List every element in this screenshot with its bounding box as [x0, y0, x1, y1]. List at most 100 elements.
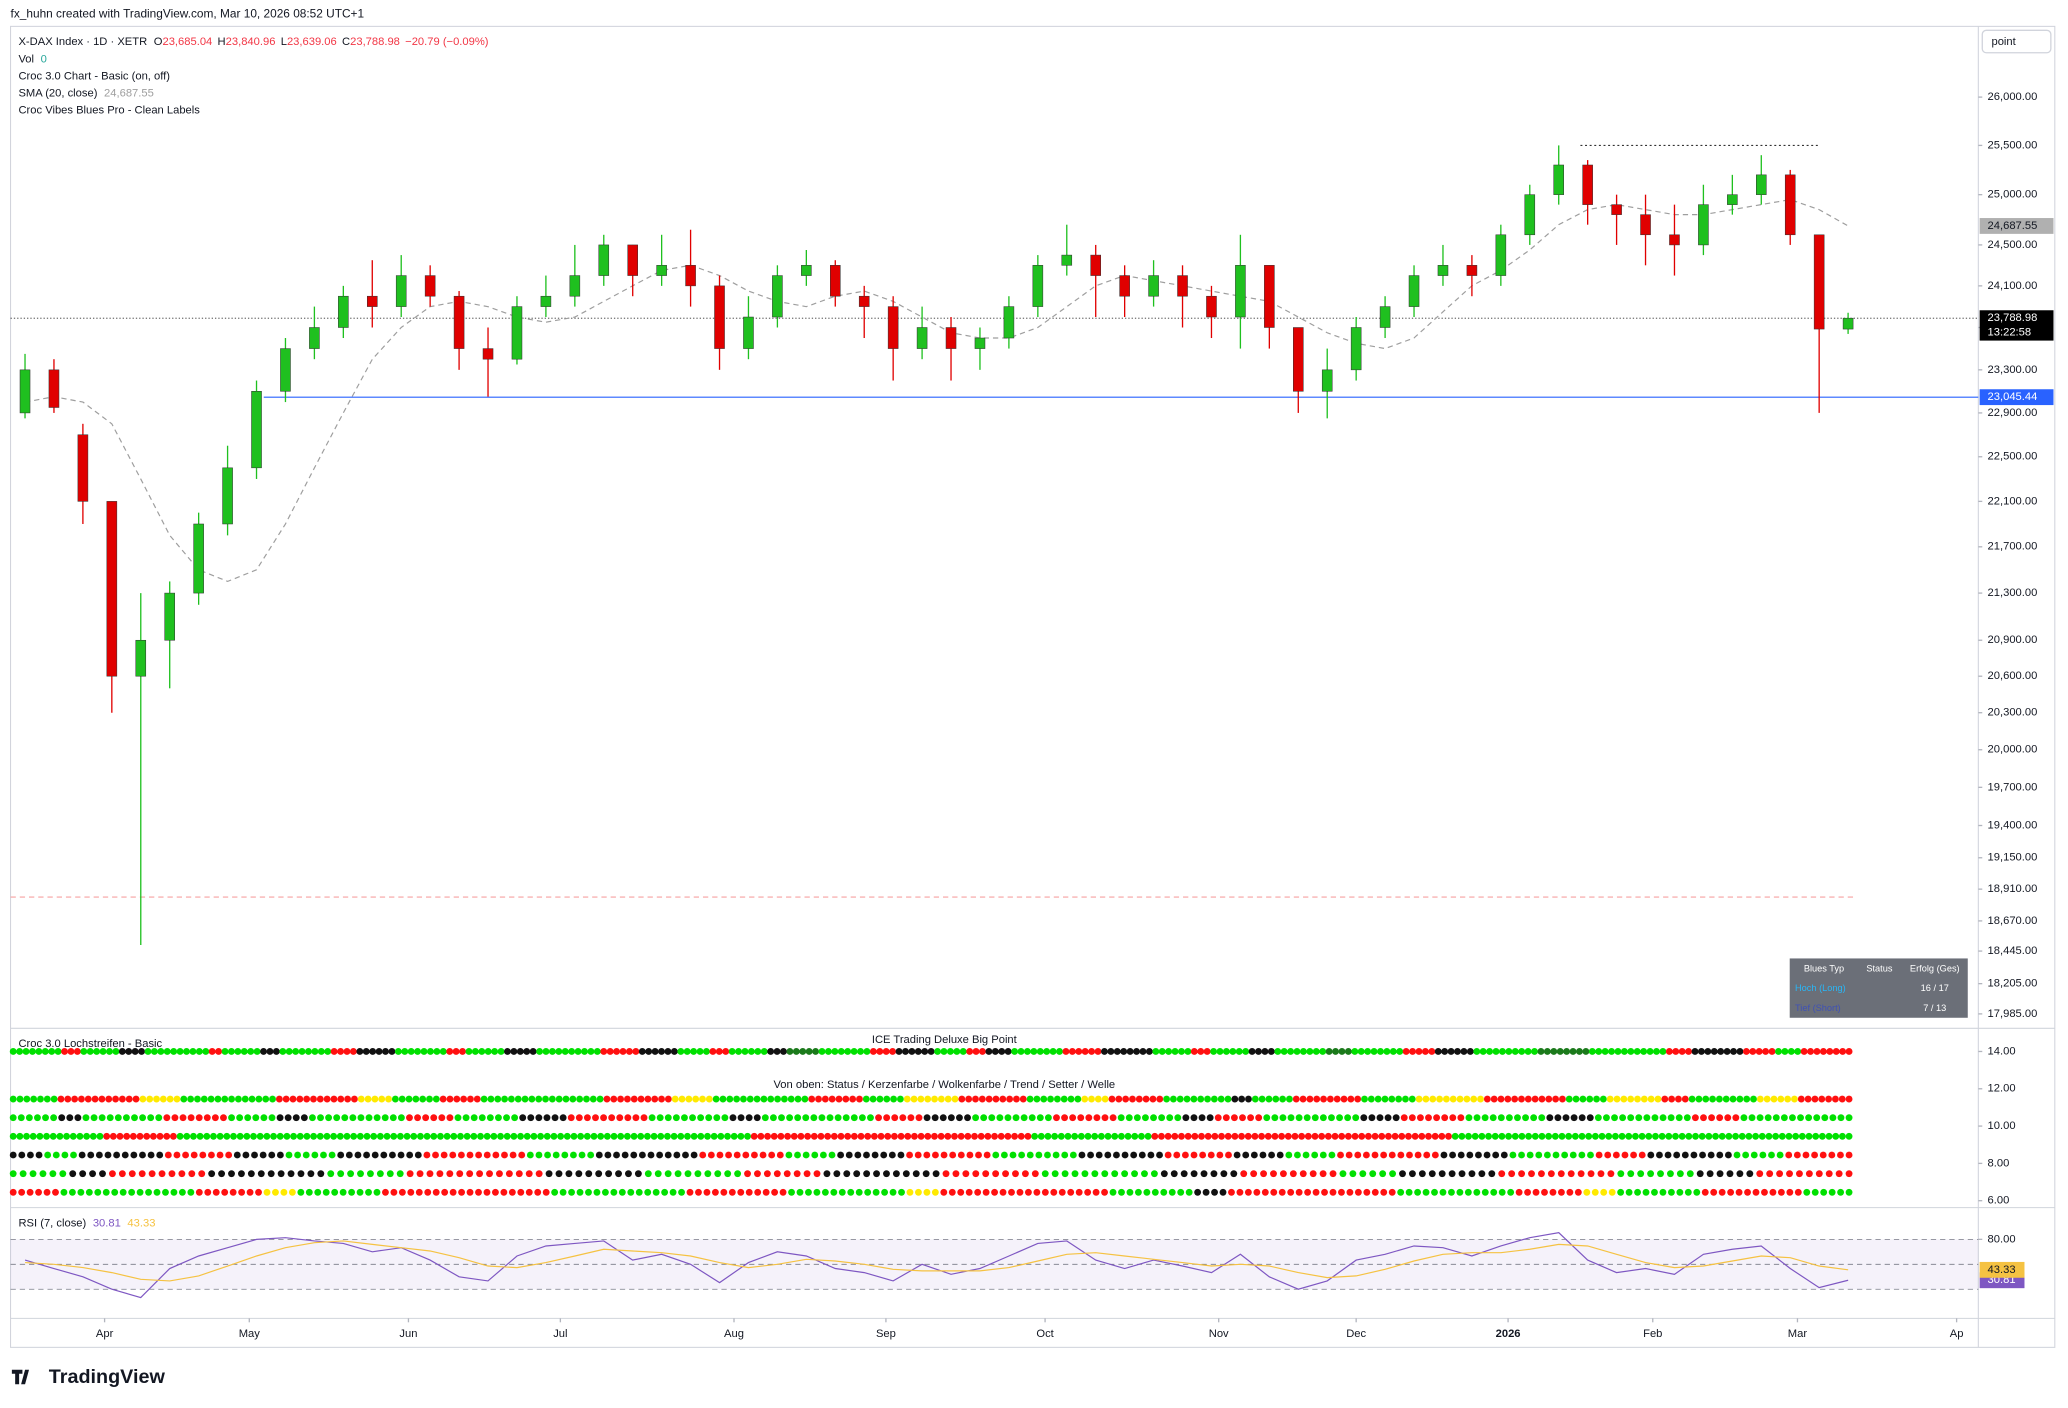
signal-dot [1813, 1048, 1821, 1055]
signal-dot [125, 1095, 133, 1103]
signal-dot [1319, 1170, 1327, 1178]
o-value: 23,685.04 [162, 36, 212, 48]
signal-dot [557, 1132, 565, 1140]
signal-dot [818, 1114, 826, 1122]
rsi-name: RSI (7, close) [18, 1217, 86, 1229]
signal-dot [436, 1170, 444, 1178]
signal-dot [670, 1048, 678, 1055]
signal-dot [1081, 1095, 1089, 1103]
signal-dot [595, 1151, 603, 1159]
signal-dot [77, 1188, 85, 1196]
signal-dot [215, 1048, 223, 1055]
signal-dot [351, 1095, 358, 1103]
signal-dot [625, 1170, 632, 1178]
signal-dot [1267, 1048, 1275, 1055]
signals-top-label: ICE Trading Deluxe Big Point [872, 1034, 1018, 1046]
signal-dot [1658, 1132, 1666, 1140]
signal-dot [1219, 1188, 1227, 1196]
candle-body [280, 348, 291, 392]
signal-dot [1399, 1170, 1406, 1178]
candle-body [1611, 204, 1622, 215]
signal-dot [255, 1095, 263, 1103]
signal-dot [42, 1114, 49, 1122]
candle-body [48, 369, 60, 408]
signal-dot [1006, 1095, 1014, 1103]
signal-dot [375, 1048, 383, 1055]
signal-dot [979, 1048, 986, 1055]
price-label-bg [1979, 389, 2054, 406]
brand-logo [11, 1369, 30, 1385]
signal-dot [1238, 1132, 1245, 1140]
candle-body [598, 244, 610, 276]
signal-dot [1441, 1114, 1449, 1122]
signal-dot [1309, 1170, 1317, 1178]
signal-dot [1635, 1114, 1643, 1122]
signal-dot [162, 1188, 169, 1196]
signal-dot [247, 1048, 255, 1055]
signal-dot [178, 1170, 186, 1178]
candle-body [1842, 317, 1854, 330]
signal-dot [1483, 1095, 1491, 1103]
signal-dot [317, 1114, 324, 1122]
signal-dot [1101, 1048, 1108, 1055]
signal-dot [503, 1114, 510, 1122]
signal-dot [544, 1151, 552, 1159]
signal-dot [1522, 1114, 1529, 1122]
signal-dot [1509, 1151, 1517, 1159]
signal-dot [1515, 1188, 1523, 1196]
signal-dot [1438, 1170, 1446, 1178]
signal-dot [587, 1048, 595, 1055]
signal-dot [1832, 1048, 1840, 1055]
signal-dot [1012, 1170, 1019, 1178]
signal-dot [407, 1188, 415, 1196]
signal-dot [1024, 1132, 1032, 1140]
signal-dot [937, 1095, 945, 1103]
signal-dot [1825, 1132, 1833, 1140]
signal-dot [424, 1188, 432, 1196]
signal-dot [1217, 1095, 1225, 1103]
signal-dot [1230, 1170, 1238, 1178]
signal-dot [1026, 1151, 1034, 1159]
candle-body [627, 244, 638, 276]
candle-body [1553, 164, 1564, 195]
signal-dot [1653, 1048, 1660, 1055]
signal-dot [903, 1095, 911, 1103]
signal-dot [1071, 1170, 1079, 1178]
scale-button[interactable] [1981, 29, 2052, 54]
brand: TradingView [11, 1366, 166, 1388]
signal-dot [1811, 1095, 1819, 1103]
signal-dot [1113, 1151, 1120, 1159]
signal-dot [888, 1151, 896, 1159]
signal-dot [391, 1095, 399, 1103]
signal-dot [794, 1151, 801, 1159]
signal-dot [1759, 1151, 1767, 1159]
signal-dot [786, 1114, 794, 1122]
candle-body [366, 295, 378, 307]
signal-dot [1204, 1095, 1211, 1103]
signal-dot [1456, 1095, 1464, 1103]
signal-dot [276, 1114, 284, 1122]
signal-dot [1064, 1132, 1072, 1140]
signal-dot [1837, 1188, 1845, 1196]
signal-dot [1147, 1151, 1155, 1159]
signal-dot [650, 1132, 658, 1140]
signal-dot [617, 1095, 625, 1103]
signal-dot [720, 1188, 728, 1196]
signal-dot [1176, 1095, 1184, 1103]
signal-dot [67, 1048, 75, 1055]
signal-dot [778, 1114, 785, 1122]
signal-dot [69, 1170, 77, 1178]
signal-dot [1692, 1132, 1699, 1140]
signal-dot [1729, 1095, 1737, 1103]
signal-dot [716, 1151, 724, 1159]
signal-dot [367, 1170, 374, 1178]
signal-dot [515, 1170, 523, 1178]
candle-body [1466, 265, 1478, 276]
signal-dot [1449, 1095, 1457, 1103]
signal-dot [385, 1095, 392, 1103]
signal-dot [233, 1151, 241, 1159]
scale-button-label[interactable]: point [1992, 36, 2017, 48]
y-tick-label: 8.00 [1988, 1157, 2010, 1169]
signal-dot [1449, 1114, 1457, 1122]
signal-dot [1776, 1151, 1784, 1159]
